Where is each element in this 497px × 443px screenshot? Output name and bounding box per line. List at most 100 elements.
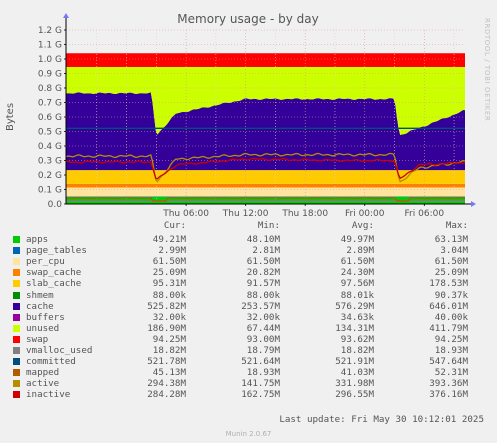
legend-avg-value: 34.63k <box>340 311 374 323</box>
x-tick-label: Fri 00:00 <box>345 209 385 219</box>
y-axis-arrow <box>63 13 69 18</box>
legend-row-swap: swap 94.25M 93.00M 93.62M 94.25M <box>0 334 497 345</box>
legend-avg-value: 331.98M <box>335 378 374 390</box>
legend-min-value: 48.10M <box>246 234 280 245</box>
legend-row-buffers: buffers 32.00k 32.00k 34.63k 40.00k <box>0 312 497 323</box>
legend-max-value: 25.09M <box>434 267 468 279</box>
line-mapped <box>65 197 466 202</box>
legend-series-name: per_cpu <box>26 256 65 268</box>
legend-series-name: buffers <box>26 311 65 323</box>
legend-min-value: 32.00k <box>246 311 280 323</box>
legend-swatch <box>13 347 20 354</box>
legend-swatch <box>13 358 20 366</box>
legend-swatch <box>13 258 20 266</box>
y-tick-label: 1.2 G <box>38 26 62 36</box>
legend-avg-value: 576.29M <box>335 300 374 312</box>
legend-max-value: 18.93M <box>434 345 468 356</box>
legend-min-value: 253.57M <box>241 300 280 312</box>
legend-series-name: inactive <box>26 389 71 401</box>
legend-cur-value: 45.13M <box>152 367 186 379</box>
legend-cur-value: 284.28M <box>147 389 186 401</box>
legend-series-name: apps <box>26 234 49 245</box>
legend-min-value: 61.50M <box>246 256 280 268</box>
y-tick-label: 0.2 G <box>38 171 62 181</box>
legend-swatch <box>13 291 20 299</box>
legend-avg-value: 93.62M <box>340 333 374 345</box>
y-tick-label: 0.8 G <box>38 84 62 94</box>
legend-avg-value: 97.56M <box>340 278 374 290</box>
area-swap <box>66 53 465 67</box>
legend-swatch <box>13 324 20 332</box>
legend-max-value: 178.53M <box>429 278 468 290</box>
legend-avg-value: 296.55M <box>335 389 374 401</box>
legend-swatch <box>13 391 20 399</box>
legend-cur-value: 186.90M <box>147 322 186 334</box>
rrdtool-credit: RRDTOOL / TOBI OETIKER <box>483 18 491 121</box>
area-page_tables <box>66 196 465 197</box>
y-tick-label: 0.3 G <box>38 157 62 167</box>
legend-min-value: 162.75M <box>241 389 280 401</box>
legend-cur-value: 18.82M <box>152 345 186 356</box>
legend-swatch <box>13 269 20 277</box>
x-tick-label: Fri 06:00 <box>405 209 445 219</box>
legend-avg-value: 2.89M <box>346 245 374 257</box>
legend-series-name: committed <box>26 356 76 368</box>
legend-cur-value: 32.00k <box>152 311 186 323</box>
legend-swatch <box>13 280 20 288</box>
legend-series-name: vmalloc_used <box>26 345 93 356</box>
legend-series-name: swap_cache <box>26 267 82 279</box>
legend-swatch <box>13 313 20 321</box>
y-tick-label: 1.1 G <box>38 41 62 51</box>
y-tick-label: 0.6 G <box>38 113 62 123</box>
legend-min-value: 141.75M <box>241 378 280 390</box>
legend-series-name: unused <box>26 322 60 334</box>
y-tick-label: 0.9 G <box>38 70 62 80</box>
legend-swatch <box>13 335 20 343</box>
legend-cur-value: 88.00k <box>152 289 186 301</box>
legend-avg-value: 49.97M <box>340 234 374 245</box>
legend-series-name: cache <box>26 300 54 312</box>
y-tick-label: 0.7 G <box>38 99 62 109</box>
area-swap_cache <box>66 183 465 188</box>
legend-row-unused: unused 186.90M 67.44M 134.31M 411.79M <box>0 323 497 334</box>
y-tick-label: 0.5 G <box>38 128 62 138</box>
legend-series-name: active <box>26 378 60 390</box>
legend-header-row: Cur: Min: Avg: Max: <box>0 220 497 231</box>
legend-max-value: 61.50M <box>434 256 468 268</box>
legend-header-max: Max: <box>445 220 468 231</box>
legend-header-cur: Cur: <box>163 220 186 231</box>
legend-row-active: active 294.38M 141.75M 331.98M 393.36M <box>0 378 497 389</box>
legend-series-name: shmem <box>26 289 54 301</box>
legend-row-committed: committed 521.78M 521.64M 521.91M 547.64M <box>0 356 497 367</box>
area-apps <box>66 196 465 204</box>
legend-header-min: Min: <box>257 220 280 231</box>
legend-avg-value: 41.03M <box>340 367 374 379</box>
legend-swatch <box>13 369 20 377</box>
legend-avg-value: 24.30M <box>340 267 374 279</box>
x-tick-label: Thu 06:00 <box>162 209 209 219</box>
legend-cur-value: 95.31M <box>152 278 186 290</box>
legend-series-name: mapped <box>26 367 60 379</box>
legend-row-mapped: mapped 45.13M 18.93M 41.03M 52.31M <box>0 367 497 378</box>
legend-row-cache: cache 525.82M 253.57M 576.29M 646.01M <box>0 301 497 312</box>
area-unused <box>66 67 465 135</box>
legend-row-slab_cache: slab_cache 95.31M 91.57M 97.56M 178.53M <box>0 278 497 289</box>
legend-avg-value: 88.01k <box>340 289 374 301</box>
legend-series-name: page_tables <box>26 245 87 257</box>
legend-row-page_tables: page_tables 2.99M 2.81M 2.89M 3.04M <box>0 245 497 256</box>
legend-avg-value: 18.82M <box>340 345 374 356</box>
legend-cur-value: 294.38M <box>147 378 186 390</box>
legend-swatch <box>13 247 20 255</box>
x-axis-arrow <box>471 201 476 207</box>
legend-max-value: 547.64M <box>429 356 468 368</box>
legend-min-value: 93.00M <box>246 333 280 345</box>
legend-row-inactive: inactive 284.28M 162.75M 296.55M 376.16M <box>0 389 497 400</box>
legend-max-value: 94.25M <box>434 333 468 345</box>
legend-row-swap_cache: swap_cache 25.09M 20.82M 24.30M 25.09M <box>0 267 497 278</box>
legend-swatch <box>13 302 20 310</box>
memory-chart: 0.0 0.1 G 0.2 G 0.3 G 0.4 G 0.5 G 0.6 G 0.7 G 0.… <box>5 12 491 219</box>
area-slab_cache <box>66 170 465 184</box>
legend-min-value: 20.82M <box>246 267 280 279</box>
legend-max-value: 646.01M <box>429 300 468 312</box>
legend-swatch <box>13 380 20 388</box>
